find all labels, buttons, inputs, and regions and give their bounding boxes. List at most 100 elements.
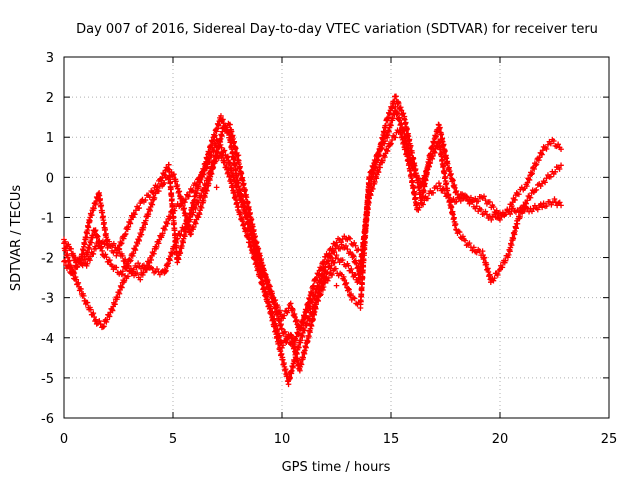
- data-point: [482, 208, 489, 215]
- y-tick-label: -2: [41, 252, 54, 267]
- data-point: [106, 238, 112, 245]
- data-point: [531, 166, 538, 172]
- chart-title: Day 007 of 2016, Sidereal Day-to-day VTE…: [76, 22, 598, 37]
- data-point: [101, 323, 107, 330]
- data-point: [381, 129, 388, 136]
- data-point: [524, 197, 531, 204]
- data-point: [247, 223, 254, 230]
- data-point: [380, 157, 386, 164]
- data-point: [382, 138, 388, 144]
- data-point: [300, 354, 306, 361]
- data-point: [174, 259, 181, 266]
- data-point: [320, 287, 326, 293]
- data-point: [390, 115, 396, 122]
- data-point: [430, 190, 436, 196]
- data-point: [450, 211, 456, 218]
- data-point: [73, 276, 80, 283]
- data-point: [125, 273, 131, 280]
- data-point: [429, 156, 436, 162]
- data-point: [440, 163, 447, 170]
- data-point: [301, 327, 308, 334]
- data-point: [342, 280, 349, 287]
- data-point: [413, 172, 420, 179]
- data-point: [301, 314, 308, 320]
- data-point: [420, 187, 427, 194]
- data-point: [213, 184, 220, 191]
- data-point: [392, 104, 399, 110]
- data-point: [495, 272, 501, 278]
- data-point: [364, 198, 371, 205]
- data-point: [280, 356, 286, 363]
- data-point: [482, 197, 489, 203]
- data-point: [332, 265, 339, 272]
- data-point: [148, 257, 154, 263]
- data-point: [430, 153, 436, 159]
- data-point: [291, 341, 297, 347]
- data-point: [171, 220, 177, 226]
- data-point: [140, 224, 147, 231]
- data-point: [218, 145, 225, 151]
- data-point: [456, 229, 463, 235]
- data-point: [352, 257, 359, 264]
- data-point: [106, 257, 113, 263]
- data-point: [242, 187, 248, 193]
- data-point: [153, 244, 160, 250]
- data-point: [543, 146, 550, 152]
- data-point: [350, 253, 357, 260]
- data-point: [310, 282, 317, 289]
- data-point: [242, 209, 248, 215]
- data-point: [328, 254, 334, 261]
- data-point: [329, 245, 336, 252]
- data-point: [114, 294, 121, 301]
- data-point: [533, 187, 540, 193]
- x-tick-label: 25: [601, 432, 618, 447]
- data-point: [311, 309, 318, 315]
- data-point: [350, 252, 356, 259]
- data-point: [527, 194, 534, 201]
- data-point: [519, 210, 525, 216]
- data-point: [294, 358, 301, 364]
- data-point: [347, 235, 353, 242]
- data-point: [453, 188, 460, 194]
- data-point: [322, 280, 328, 286]
- data-point: [192, 182, 199, 188]
- y-axis-label: SDTVAR / TECUs: [9, 185, 24, 292]
- data-point: [514, 220, 521, 227]
- data-point: [343, 280, 350, 286]
- data-point: [547, 199, 553, 205]
- data-point: [483, 261, 490, 268]
- data-point: [471, 244, 477, 251]
- data-point: [556, 166, 563, 172]
- data-point: [61, 240, 67, 247]
- data-point: [488, 217, 495, 223]
- data-point: [182, 199, 188, 205]
- data-point: [120, 235, 127, 242]
- data-point: [539, 204, 545, 211]
- data-point: [552, 169, 559, 175]
- data-point: [249, 230, 255, 237]
- x-tick-label: 20: [492, 432, 509, 447]
- data-point: [548, 173, 554, 180]
- y-tick-label: -6: [41, 412, 54, 427]
- data-point: [320, 284, 327, 290]
- data-point: [310, 316, 316, 322]
- data-point: [136, 205, 143, 211]
- data-point: [290, 307, 296, 313]
- data-point: [127, 220, 134, 227]
- data-point: [104, 316, 111, 323]
- data-point: [254, 247, 261, 254]
- data-point: [72, 254, 78, 261]
- data-point: [540, 200, 547, 207]
- data-point: [318, 266, 324, 273]
- data-point: [163, 267, 169, 274]
- data-point: [351, 295, 358, 302]
- data-point: [491, 275, 498, 281]
- data-point: [436, 139, 443, 145]
- y-tick-label: -3: [41, 292, 54, 307]
- data-point: [130, 250, 137, 257]
- data-point: [298, 361, 305, 368]
- data-point: [322, 264, 329, 271]
- data-point: [437, 146, 444, 152]
- data-point: [331, 260, 338, 266]
- data-point: [154, 266, 160, 272]
